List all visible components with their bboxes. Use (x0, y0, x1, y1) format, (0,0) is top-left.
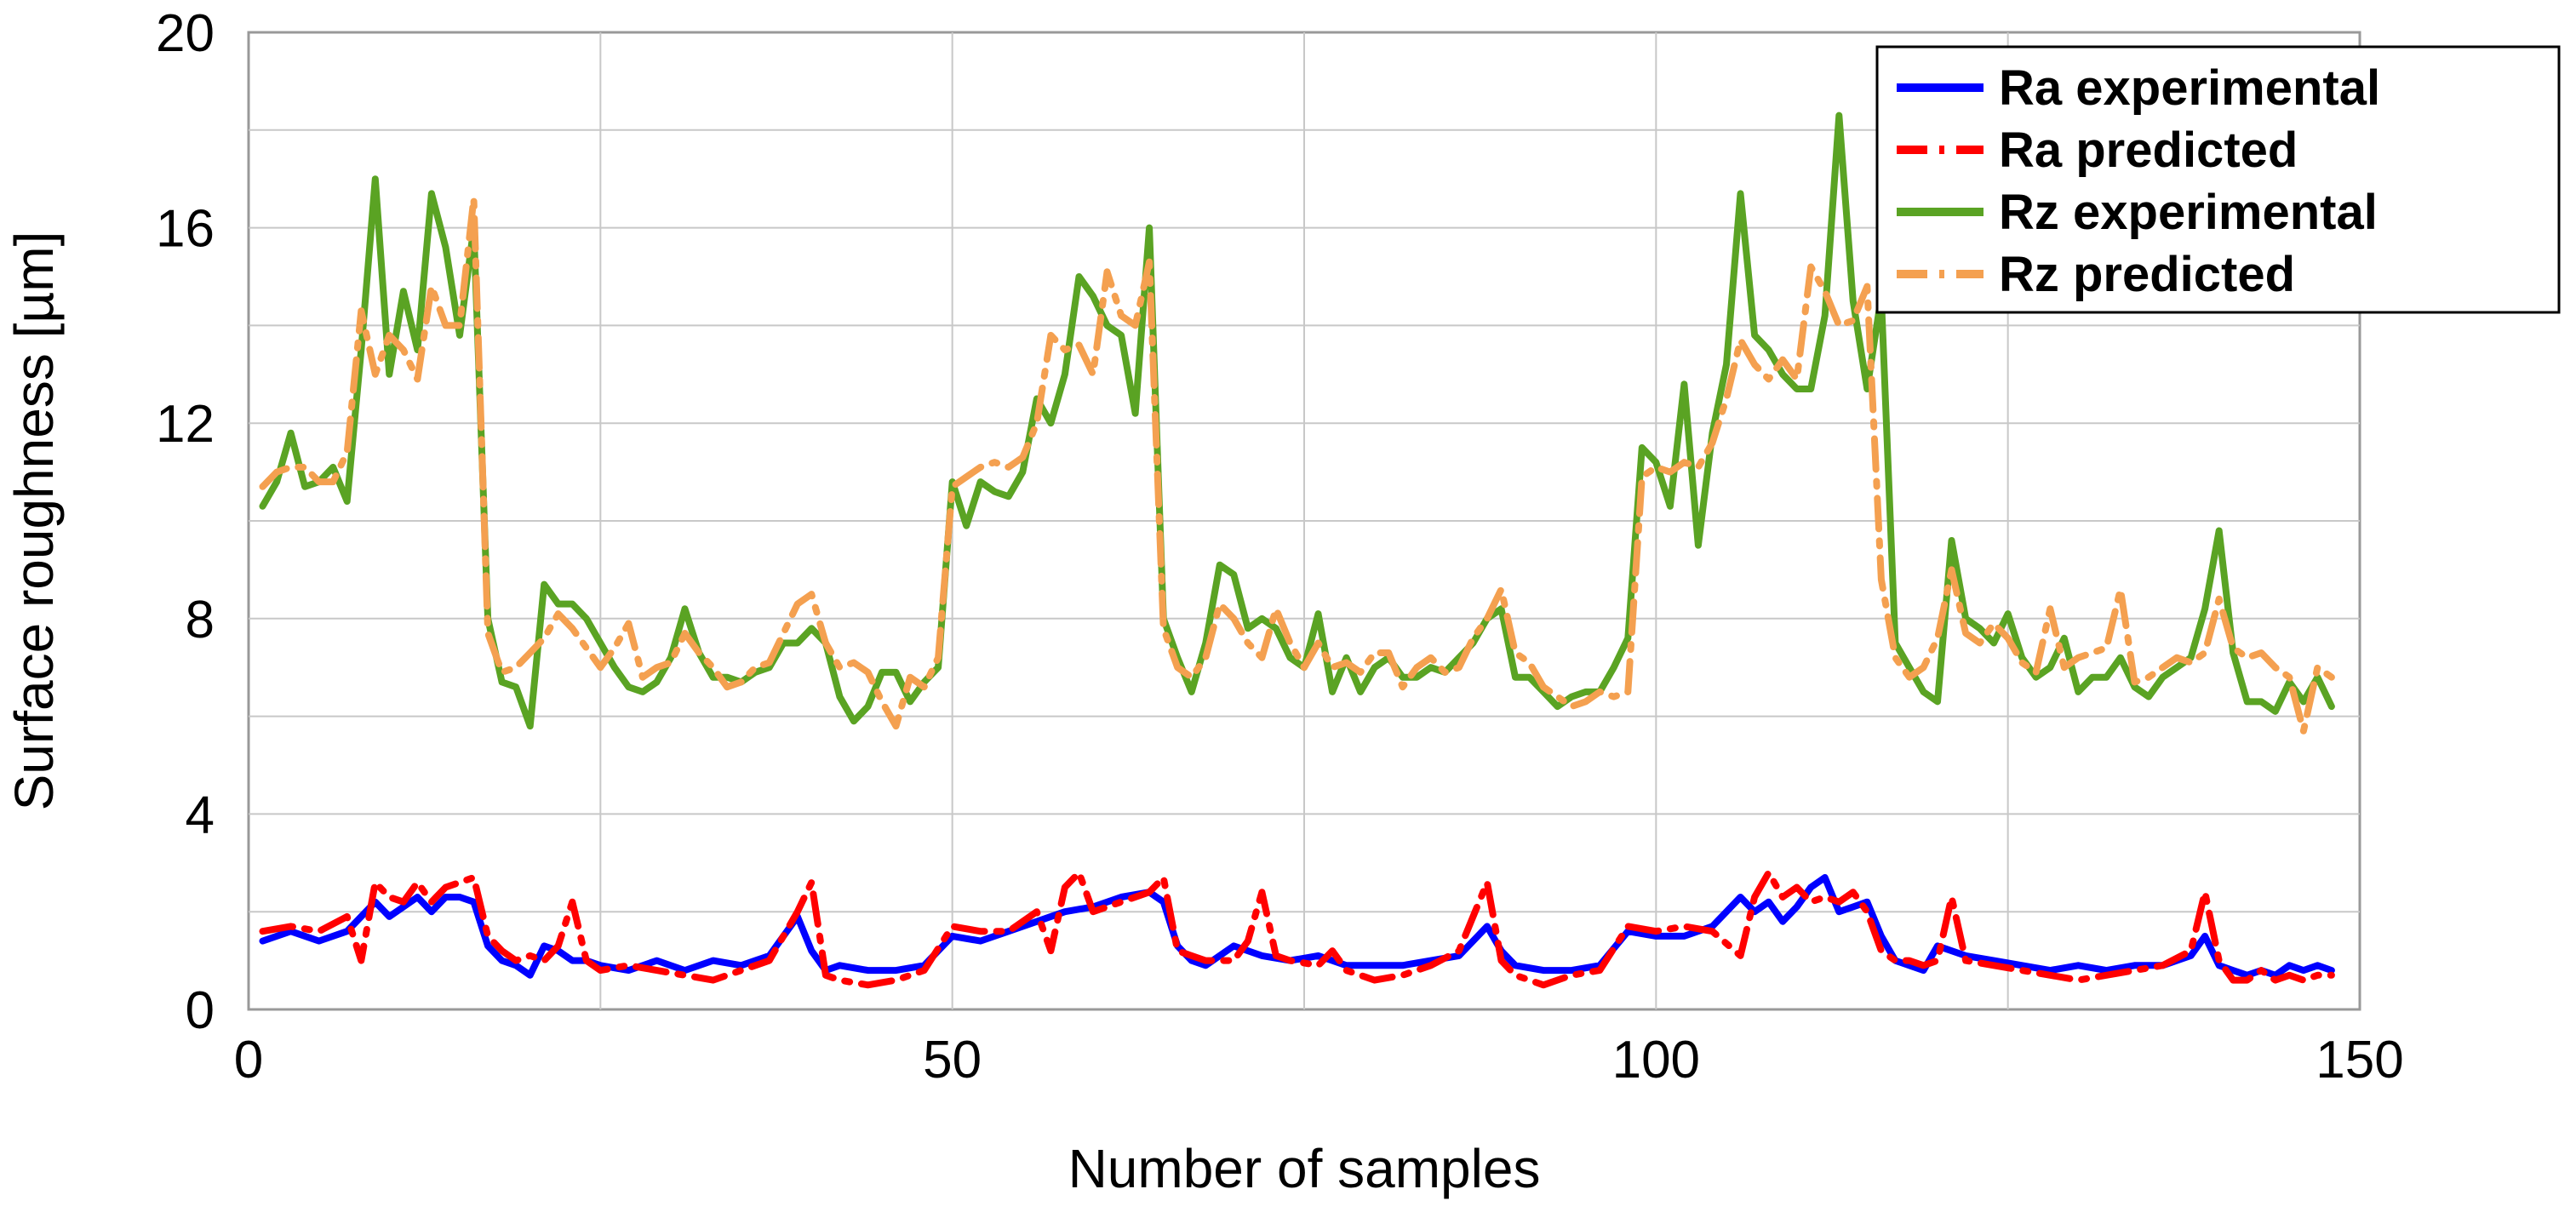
legend-label-rz-experimental: Rz experimental (1999, 185, 2378, 240)
legend-box (1875, 45, 2561, 314)
y-tick-label: 0 (186, 981, 215, 1040)
x-tick-label: 150 (2316, 1031, 2403, 1089)
y-tick-label: 4 (186, 786, 215, 844)
series-line-rz-predicted (259, 195, 2335, 735)
x-tick-label: 50 (923, 1031, 982, 1089)
legend-label-ra-experimental: Ra experimental (1999, 60, 2380, 116)
y-axis-label: Surface roughness [µm] (3, 232, 65, 811)
x-tick-label: 100 (1612, 1031, 1700, 1089)
y-tick-label: 8 (186, 591, 215, 649)
legend-label-rz-predicted: Rz predicted (1999, 247, 2295, 302)
tick-labels: 0 4 8 12 16 20 0 50 100 150 (156, 4, 2404, 1089)
series-lines (259, 111, 2335, 989)
series-line-ra-experimental (259, 874, 2335, 979)
y-tick-label: 20 (156, 4, 215, 63)
y-tick-label: 12 (156, 395, 215, 454)
series-line-ra-predicted (259, 869, 2335, 989)
legend: Ra experimental Ra predicted Rz experiment… (1875, 45, 2561, 314)
y-tick-label: 16 (156, 200, 215, 259)
x-axis-label: Number of samples (1068, 1138, 1541, 1199)
x-tick-label: 0 (234, 1031, 263, 1089)
legend-label-ra-predicted: Ra predicted (1999, 123, 2298, 178)
